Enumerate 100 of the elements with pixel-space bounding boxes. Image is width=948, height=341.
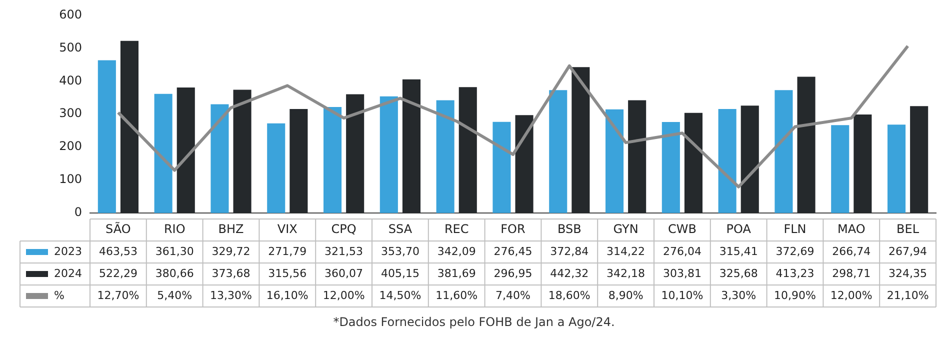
bar bbox=[718, 109, 736, 213]
data-label: 3,30% bbox=[721, 288, 756, 302]
y-tick-label: 600 bbox=[59, 7, 82, 22]
bar bbox=[605, 109, 624, 213]
data-label: 12,00% bbox=[322, 288, 365, 302]
bar bbox=[176, 88, 195, 213]
bar bbox=[740, 106, 759, 213]
bar bbox=[120, 40, 139, 213]
bar bbox=[662, 122, 680, 213]
bar bbox=[458, 87, 477, 213]
legend-label: % bbox=[54, 288, 64, 302]
x-tick-label: SSA bbox=[388, 222, 413, 236]
data-label: 342,18 bbox=[606, 266, 646, 280]
x-tick-label: BSB bbox=[557, 222, 582, 236]
data-label: 325,68 bbox=[719, 266, 758, 280]
data-label: 21,10% bbox=[886, 288, 929, 302]
data-label: 380,66 bbox=[155, 266, 194, 280]
data-label: 372,84 bbox=[550, 244, 589, 258]
bar bbox=[346, 94, 364, 213]
data-label: 271,79 bbox=[268, 244, 307, 258]
bar bbox=[774, 90, 793, 213]
x-tick-label: VIX bbox=[277, 222, 298, 236]
bar bbox=[684, 112, 703, 213]
y-tick-label: 400 bbox=[59, 73, 82, 88]
x-tick-label: BHZ bbox=[218, 222, 244, 236]
legend-label: 2023 bbox=[54, 244, 82, 258]
data-label: 342,09 bbox=[437, 244, 476, 258]
data-label: 12,00% bbox=[830, 288, 872, 302]
x-tick-label: RIO bbox=[164, 222, 186, 236]
text: *Dados Fornecidos pelo FOHB de Jan a Ago/24. bbox=[332, 315, 616, 329]
x-tick-label: POA bbox=[726, 222, 752, 236]
bar bbox=[910, 106, 928, 213]
data-label: 321,53 bbox=[324, 244, 364, 258]
bar bbox=[98, 60, 116, 213]
data-label: 13,30% bbox=[210, 288, 252, 302]
data-label: 16,10% bbox=[266, 288, 308, 302]
data-label: 314,22 bbox=[606, 244, 646, 258]
bar bbox=[402, 79, 421, 213]
data-label: 381,69 bbox=[437, 266, 476, 280]
data-label: 7,40% bbox=[496, 288, 530, 302]
data-label: 11,60% bbox=[436, 288, 478, 302]
bar bbox=[290, 108, 308, 213]
x-tick-label: FLN bbox=[784, 222, 806, 236]
x-tick-label: CPQ bbox=[331, 222, 356, 236]
data-label: 14,50% bbox=[379, 288, 422, 302]
x-tick-label: GYN bbox=[613, 222, 638, 236]
data-label: 266,74 bbox=[832, 244, 871, 258]
bar bbox=[323, 107, 342, 213]
data-label: 442,32 bbox=[550, 266, 589, 280]
y-tick-label: 300 bbox=[59, 106, 82, 120]
bar bbox=[436, 100, 454, 213]
data-label: 296,95 bbox=[494, 266, 532, 280]
x-tick-label: BEL bbox=[896, 222, 920, 236]
y-tick-label: 500 bbox=[59, 40, 82, 54]
bar bbox=[233, 90, 252, 213]
data-label: 10,10% bbox=[661, 288, 704, 302]
x-tick-label: CWB bbox=[668, 222, 696, 236]
bar bbox=[515, 115, 534, 213]
bar bbox=[797, 76, 816, 213]
legend-label: 2024 bbox=[54, 266, 82, 280]
y-tick-label: 200 bbox=[59, 139, 82, 154]
data-label: 303,81 bbox=[662, 266, 702, 280]
data-label: 8,90% bbox=[608, 288, 644, 302]
bar bbox=[154, 94, 172, 213]
bar bbox=[492, 122, 511, 213]
bar bbox=[380, 96, 398, 213]
bar bbox=[549, 90, 568, 213]
data-label: 413,23 bbox=[776, 266, 814, 280]
data-label: 315,56 bbox=[268, 266, 307, 280]
data-label: 373,68 bbox=[212, 266, 250, 280]
y-tick-label: 0 bbox=[74, 205, 82, 220]
data-label: 276,04 bbox=[662, 244, 702, 258]
data-label: 353,70 bbox=[380, 244, 420, 258]
data-label: 463,53 bbox=[98, 244, 138, 258]
data-label: 372,69 bbox=[776, 244, 814, 258]
bar bbox=[267, 123, 286, 213]
bar bbox=[572, 67, 590, 213]
data-label: 10,90% bbox=[774, 288, 816, 302]
data-label: 360,07 bbox=[324, 266, 364, 280]
bar bbox=[887, 124, 906, 213]
x-tick-label: MAO bbox=[838, 222, 866, 236]
data-label: 298,71 bbox=[832, 266, 871, 280]
bar bbox=[831, 125, 850, 213]
x-tick-label: REC bbox=[444, 222, 469, 236]
data-label: 267,94 bbox=[888, 244, 928, 258]
x-tick-label: FOR bbox=[500, 222, 526, 236]
data-label: 522,29 bbox=[98, 266, 138, 280]
bar bbox=[854, 114, 872, 213]
data-label: 18,60% bbox=[548, 288, 590, 302]
data-label: 324,35 bbox=[888, 266, 928, 280]
bar bbox=[628, 100, 646, 213]
data-label: 5,40% bbox=[157, 288, 192, 302]
data-label: 329,72 bbox=[212, 244, 250, 258]
data-label: 361,30 bbox=[155, 244, 194, 258]
data-label: 405,15 bbox=[380, 266, 420, 280]
data-label: 12,70% bbox=[97, 288, 140, 302]
bar bbox=[210, 104, 229, 213]
x-tick-label: SÃO bbox=[106, 221, 131, 236]
data-label: 315,41 bbox=[719, 244, 758, 258]
y-tick-label: 100 bbox=[59, 172, 82, 186]
